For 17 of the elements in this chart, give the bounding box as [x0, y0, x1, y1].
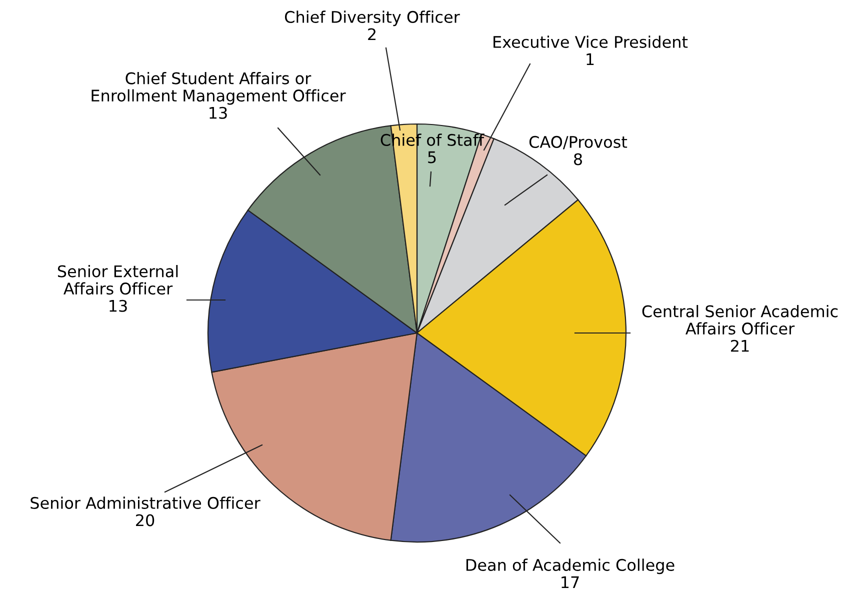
- slice-label: Chief Student Affairs or Enrollment Management Officer: [92, 72, 346, 105]
- data-label: 8: [574, 153, 582, 166]
- data-label: 13: [210, 106, 227, 119]
- data-label: 17: [562, 576, 579, 588]
- slice-label: CAO/Provost: [529, 136, 628, 150]
- data-label: 13: [110, 300, 127, 312]
- slice-label: Senior Administrative Officer: [30, 496, 260, 509]
- slice-label: Chief Diversity Officer: [284, 10, 460, 26]
- data-label: 20: [136, 514, 154, 526]
- data-label: 21: [731, 340, 749, 352]
- slice-label: Senior External Affairs Officer: [58, 264, 178, 295]
- data-label: 2: [368, 28, 376, 40]
- slice-label: Central Senior Academic Affairs Officer: [642, 304, 838, 335]
- data-label: 5: [428, 151, 436, 164]
- slice-label: Executive Vice President: [494, 36, 688, 48]
- slice-label: Dean of Academic College: [466, 558, 674, 574]
- data-label: 1: [586, 53, 594, 66]
